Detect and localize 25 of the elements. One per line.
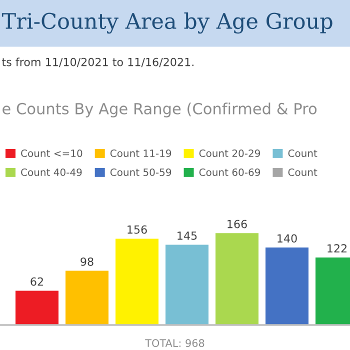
chart-subtitle: ts from 11/10/2021 to 11/16/2021. bbox=[2, 58, 194, 68]
legend-label: Count 40-49 bbox=[21, 168, 82, 176]
legend-label: Count bbox=[288, 168, 318, 176]
bar bbox=[116, 238, 158, 325]
legend-label: Count 60-69 bbox=[199, 168, 260, 176]
bar bbox=[166, 244, 208, 325]
legend-label: Count <=10 bbox=[21, 149, 82, 158]
data-label: 140 bbox=[278, 234, 297, 243]
text: e Counts By Age Range (Confirmed & Pro bbox=[2, 102, 317, 118]
data-label: 122 bbox=[328, 244, 346, 252]
bar bbox=[66, 270, 108, 325]
text: TOTAL: 968 bbox=[145, 339, 204, 348]
legend-label: Count 20-29 bbox=[199, 149, 260, 158]
data-label: 166 bbox=[228, 220, 247, 228]
data-label: 156 bbox=[128, 225, 147, 234]
bar bbox=[266, 248, 308, 325]
legend-label: Count bbox=[288, 149, 318, 158]
data-label: 98 bbox=[80, 257, 94, 266]
chart-title: Tri-County Area by Age Group bbox=[2, 12, 332, 34]
legend-label: Count 50-59 bbox=[110, 168, 172, 176]
data-label: 145 bbox=[178, 232, 197, 240]
legend-label: Count 11-19 bbox=[110, 149, 172, 158]
bar bbox=[216, 233, 258, 325]
data-label: 62 bbox=[30, 277, 43, 286]
bar bbox=[16, 290, 58, 325]
